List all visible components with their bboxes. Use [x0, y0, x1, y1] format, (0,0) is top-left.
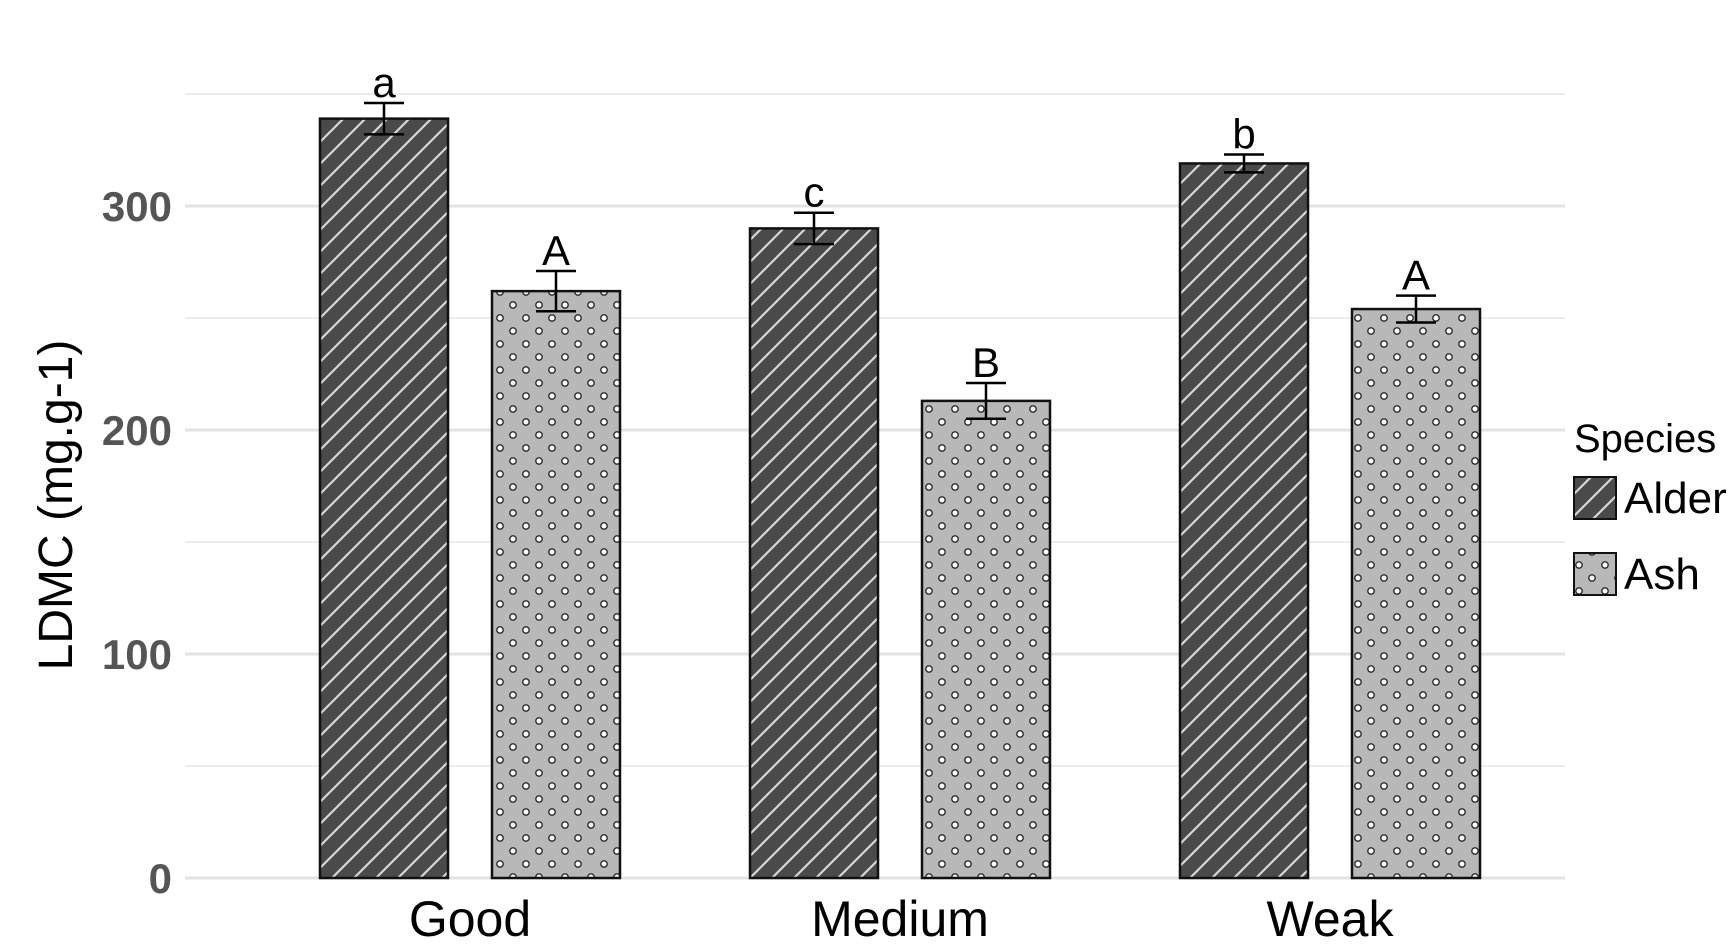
bar-ash: [1350, 307, 1482, 880]
bar-alder: [318, 117, 450, 880]
y-tick-label: 0: [149, 855, 172, 902]
y-tick-label: 300: [102, 183, 172, 230]
significance-letter: A: [542, 227, 570, 274]
significance-letter: b: [1232, 110, 1255, 157]
significance-letter: c: [804, 169, 825, 216]
bars: a Ac Bb A: [318, 59, 1482, 880]
bar-alder: [748, 227, 880, 880]
significance-letter: B: [972, 339, 1000, 386]
legend-key-ash: [1573, 552, 1617, 596]
legend-label-alder: Alder: [1624, 474, 1727, 523]
legend-label-ash: Ash: [1624, 550, 1700, 599]
bar-ash: [490, 289, 622, 880]
y-axis-label: LDMC (mg.g-1): [30, 340, 83, 671]
significance-letter: A: [1402, 252, 1430, 299]
legend-key-alder: [1573, 476, 1617, 520]
y-tick-label: 200: [102, 407, 172, 454]
y-tick-label: 100: [102, 631, 172, 678]
x-tick-label: Weak: [1267, 891, 1395, 943]
axes: 0 100 200 300 LDMC (mg.g-1) Good Medium Weak: [30, 183, 1395, 947]
significance-letter: a: [372, 59, 396, 106]
legend: Species Alder Ash: [1573, 417, 1727, 599]
bar-ash: [920, 399, 1052, 880]
legend-title: Species: [1574, 417, 1716, 461]
bar-alder: [1178, 162, 1310, 880]
x-tick-label: Medium: [811, 891, 989, 943]
x-tick-label: Good: [409, 891, 531, 943]
